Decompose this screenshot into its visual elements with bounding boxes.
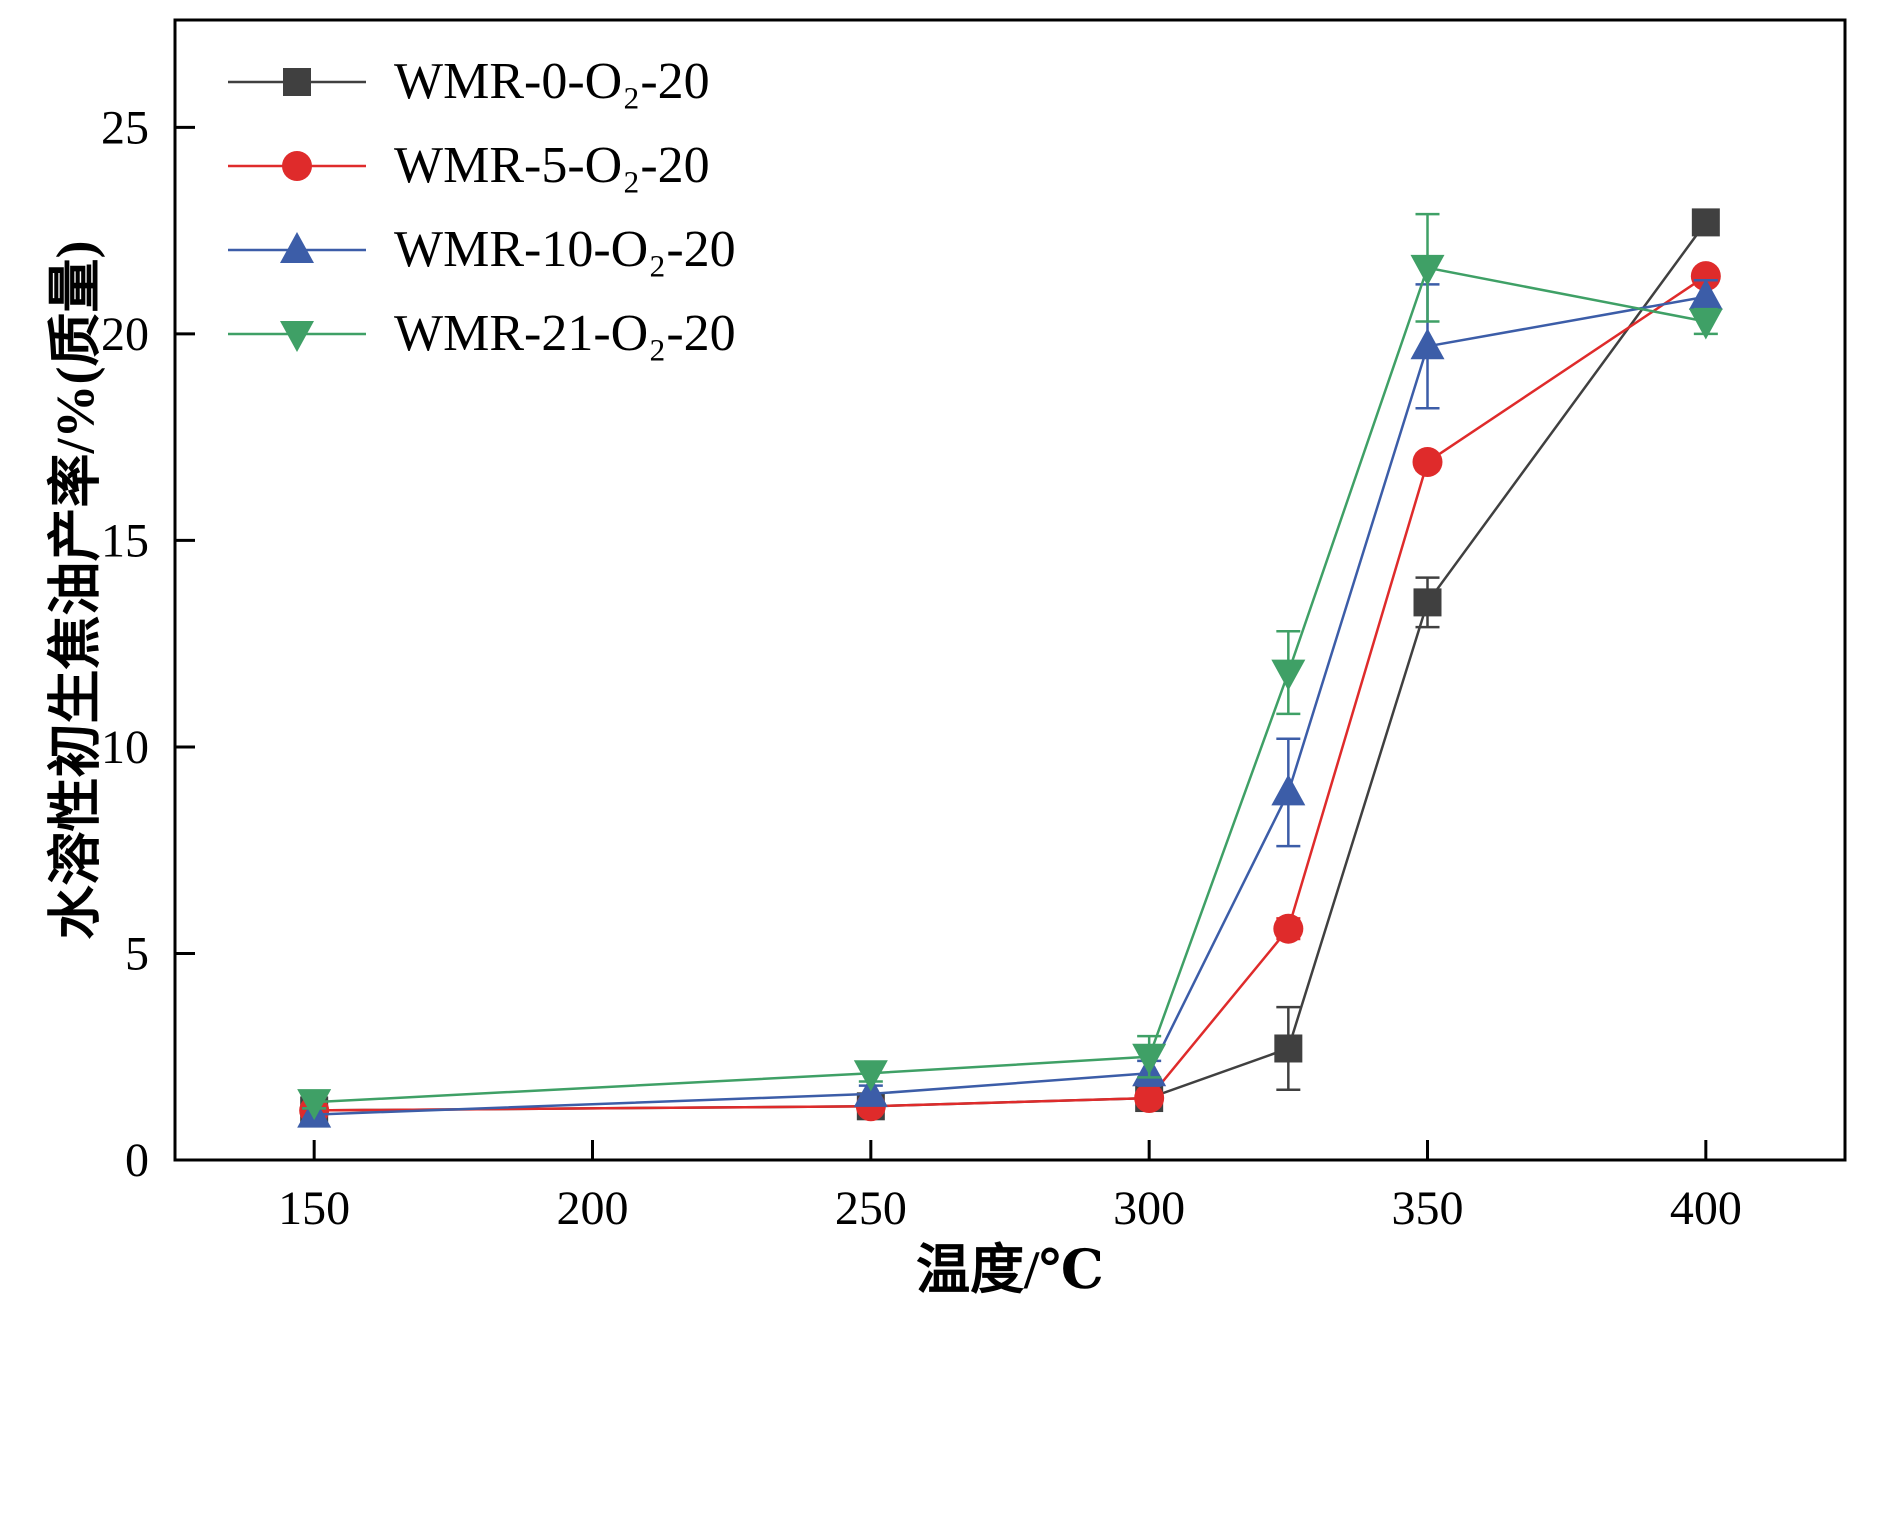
tick-labels: 150 200 250 300 350 400 0 5 10 15 20 25 bbox=[101, 101, 1742, 1235]
y-tick-label: 0 bbox=[125, 1134, 149, 1187]
legend: WMR-0-O₂-20 WMR-5-O₂-20 WMR-10-O₂-20 WMR-21… bbox=[222, 56, 736, 360]
legend-label: WMR-10-O₂-20 bbox=[394, 221, 736, 278]
legend-triangle-down-icon bbox=[228, 321, 366, 352]
x-tick-label: 300 bbox=[1113, 1182, 1185, 1235]
legend-item-4: WMR-21-O₂-20 bbox=[222, 308, 736, 360]
x-tick-label: 400 bbox=[1670, 1182, 1742, 1235]
x-tick-label: 350 bbox=[1392, 1182, 1464, 1235]
x-tick-label: 200 bbox=[557, 1182, 629, 1235]
legend-item-3: WMR-10-O₂-20 bbox=[222, 224, 736, 276]
legend-square-icon bbox=[228, 68, 366, 96]
legend-label: WMR-5-O₂-20 bbox=[394, 137, 710, 194]
legend-circle-icon bbox=[228, 151, 366, 181]
x-tick-label: 250 bbox=[835, 1182, 907, 1235]
y-tick-label: 20 bbox=[101, 308, 149, 361]
y-tick-label: 15 bbox=[101, 514, 149, 567]
y-axis-title: 水溶性初生焦油产率/%(质量) bbox=[45, 240, 106, 940]
x-tick-label: 150 bbox=[278, 1182, 350, 1235]
legend-triangle-up-icon bbox=[228, 232, 366, 263]
legend-item-2: WMR-5-O₂-20 bbox=[222, 140, 736, 192]
legend-label: WMR-21-O₂-20 bbox=[394, 305, 736, 362]
y-tick-label: 5 bbox=[125, 927, 149, 980]
series-2 bbox=[299, 261, 1721, 1126]
y-tick-label: 10 bbox=[101, 721, 149, 774]
series-4 bbox=[297, 212, 1723, 1121]
legend-label: WMR-0-O₂-20 bbox=[394, 53, 710, 110]
y-tick-label: 25 bbox=[101, 101, 149, 154]
axes bbox=[173, 18, 1847, 1162]
legend-item-1: WMR-0-O₂-20 bbox=[222, 56, 736, 108]
x-axis-title: 温度/℃ bbox=[916, 1240, 1104, 1300]
